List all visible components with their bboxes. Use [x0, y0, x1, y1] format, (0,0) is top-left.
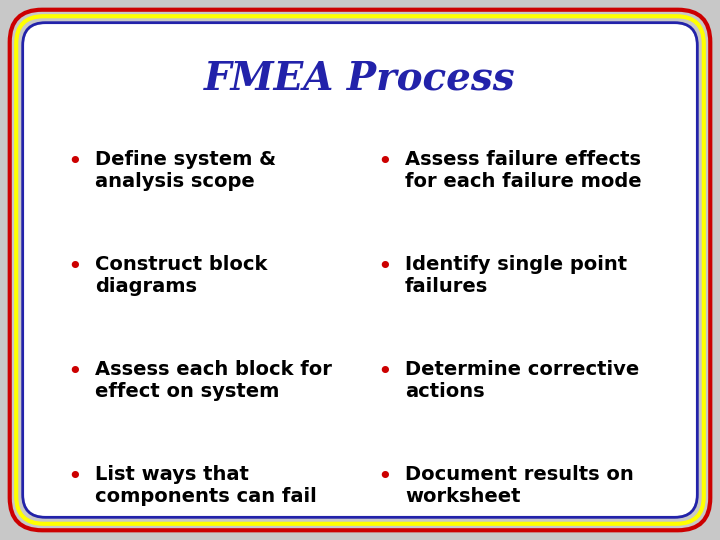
Text: Assess failure effects: Assess failure effects	[405, 150, 641, 169]
Text: •: •	[68, 255, 82, 279]
Text: failures: failures	[405, 276, 488, 296]
Text: worksheet: worksheet	[405, 487, 521, 505]
Text: Assess each block for: Assess each block for	[95, 360, 332, 379]
Text: FMEA Process: FMEA Process	[204, 59, 516, 97]
Text: Define system &: Define system &	[95, 150, 276, 169]
FancyBboxPatch shape	[24, 24, 696, 516]
Text: effect on system: effect on system	[95, 382, 279, 401]
Text: •: •	[377, 150, 392, 174]
Text: Identify single point: Identify single point	[405, 255, 627, 274]
Text: •: •	[68, 360, 82, 384]
Text: Document results on: Document results on	[405, 465, 634, 484]
Text: for each failure mode: for each failure mode	[405, 172, 642, 191]
Text: •: •	[68, 465, 82, 489]
Text: Construct block: Construct block	[95, 255, 267, 274]
Text: components can fail: components can fail	[95, 487, 317, 505]
Text: List ways that: List ways that	[95, 465, 249, 484]
Text: •: •	[377, 255, 392, 279]
Text: •: •	[68, 150, 82, 174]
Text: actions: actions	[405, 382, 485, 401]
Text: Determine corrective: Determine corrective	[405, 360, 639, 379]
Text: •: •	[377, 360, 392, 384]
Text: •: •	[377, 465, 392, 489]
Text: diagrams: diagrams	[95, 276, 197, 296]
Text: analysis scope: analysis scope	[95, 172, 255, 191]
